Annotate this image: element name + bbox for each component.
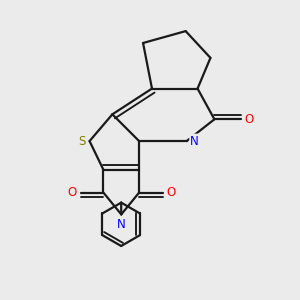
Text: O: O [68, 186, 77, 199]
Text: N: N [190, 135, 199, 148]
Text: S: S [79, 135, 86, 148]
Text: O: O [245, 113, 254, 126]
Text: O: O [167, 186, 176, 199]
Text: N: N [117, 218, 126, 231]
